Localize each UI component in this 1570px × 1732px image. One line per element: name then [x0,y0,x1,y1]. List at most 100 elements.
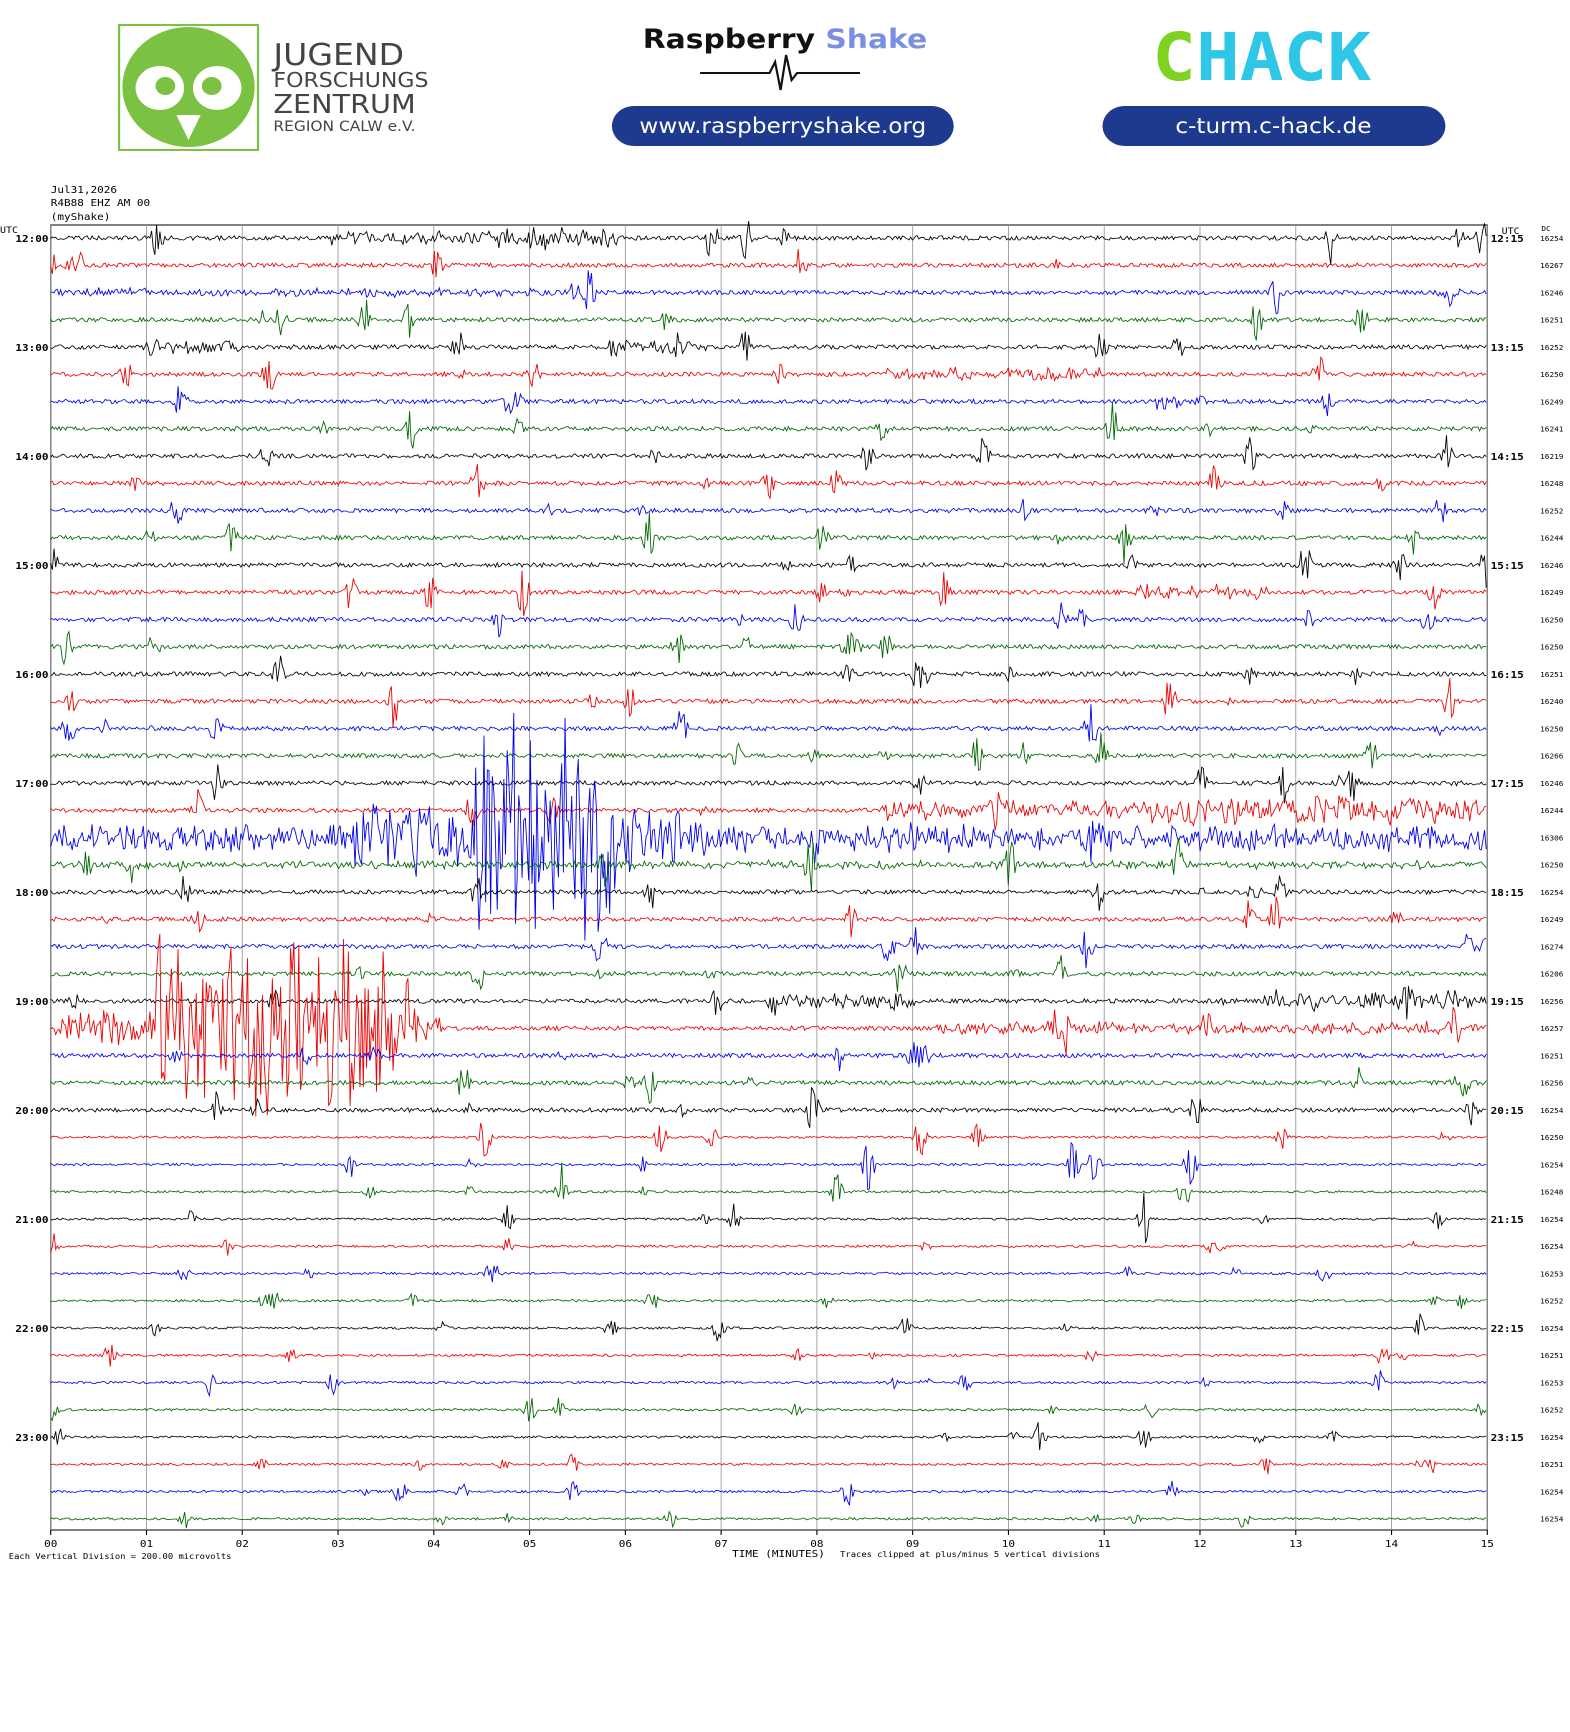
dc-value: 16248 [1540,480,1563,489]
logo-text: REGION CALW e.V. [273,119,415,135]
hour-label: 15:00 [15,560,48,571]
seismic-trace [50,678,1487,728]
hour-label: 20:00 [15,1105,48,1116]
url-pill[interactable] [611,106,954,146]
hour-label: 12:15 [1491,233,1524,244]
brand: Raspberry Shake [643,23,927,54]
dc-header: DC [1541,224,1550,233]
dc-value: 16254 [1540,1433,1564,1442]
seismic-trace [50,299,1487,341]
seismic-trace [50,498,1487,524]
hour-label: 21:00 [15,1214,48,1225]
dc-value: 16254 [1540,1215,1564,1224]
seismic-trace [50,463,1487,499]
dc-value: 16244 [1540,807,1564,816]
dc-value: 16250 [1540,725,1563,734]
clip-note: Traces clipped at plus/minus 5 vertical … [840,1549,1100,1559]
seismic-trace [50,896,1487,938]
dc-value: 16246 [1540,779,1563,788]
url[interactable]: www.raspberryshake.org [639,114,926,139]
dc-value: 16251 [1540,316,1563,325]
seismic-trace [50,1292,1487,1309]
seismic-trace [50,1122,1487,1157]
x-tick-label: 15 [1481,1538,1494,1549]
logo-text: ZENTRUM [273,90,415,119]
seismic-trace [50,1067,1487,1105]
dc-value: 16252 [1540,1297,1563,1306]
dc-value: 16254 [1540,1161,1564,1170]
seismic-trace [50,1162,1487,1203]
dc-value: 16249 [1540,398,1563,407]
hour-label: 13:15 [1491,342,1524,353]
date: Jul31,2026 [51,184,117,195]
dc-value: 16251 [1540,1461,1563,1470]
seismic-trace [50,732,1487,771]
hour-label: 22:15 [1491,1323,1524,1334]
brand-raspberry: Raspberry [643,23,815,54]
jfz-logo [117,24,260,151]
brand-shake: Shake [825,23,927,54]
url-pill[interactable] [1102,106,1446,146]
hour-label: 16:15 [1491,669,1524,680]
seismic-trace [50,1480,1487,1506]
dc-value: 16267 [1540,262,1563,271]
seismic-trace [50,220,1487,265]
utc-label: UTC [0,225,18,235]
url[interactable]: c-turm.c-hack.de [1175,114,1371,139]
hour-label: 23:00 [15,1432,48,1443]
hour-label: 17:00 [15,778,48,789]
scale-note: Each Vertical Division = 200.00 microvol… [9,1551,232,1561]
seismic-trace [50,1510,1487,1529]
dc-value: 16251 [1540,1052,1563,1061]
seismic-trace [50,1233,1487,1256]
dc-value: 16254 [1540,1106,1564,1115]
seismic-trace [50,1141,1487,1191]
seismic-trace [50,704,1487,742]
seismic-trace [50,1192,1487,1244]
x-tick-label: 03 [331,1538,344,1549]
hour-label: 20:15 [1491,1105,1524,1116]
hour-label: 23:15 [1491,1432,1524,1443]
dc-value: 16254 [1540,1488,1564,1497]
hour-label: 18:15 [1491,887,1524,898]
dc-value: 16250 [1540,643,1563,652]
dc-value: 16251 [1540,670,1563,679]
x-tick-label: 04 [427,1538,440,1549]
seismic-trace [50,602,1487,638]
dc-value: 16249 [1540,916,1563,925]
seismic-trace [50,355,1487,390]
x-tick-label: 00 [44,1538,57,1549]
dc-value: 16219 [1540,452,1563,461]
dc-value: 16266 [1540,752,1563,761]
dc-value: 16206 [1540,970,1563,979]
traces [50,220,1487,1529]
hour-label: 15:15 [1491,560,1524,571]
logo-text: FORSCHUNGS [273,68,428,92]
station: R4B88 EHZ AM 00 [51,197,150,208]
seismic-trace [50,1042,1487,1072]
hour-label: 12:00 [15,233,48,244]
dc-value: 16254 [1540,234,1564,243]
seismic-trace [50,1313,1487,1342]
hour-label: 18:00 [15,887,48,898]
x-tick-label: 14 [1385,1538,1398,1549]
brand-wave [700,54,860,91]
x-tick-label: 09 [906,1538,919,1549]
x-tick-label: 10 [1002,1538,1015,1549]
hour-label: 21:15 [1491,1214,1524,1225]
x-tick-label: 12 [1193,1538,1206,1549]
dc-value: 16257 [1540,1025,1563,1034]
seismic-trace [50,248,1487,278]
dc-value: 16256 [1540,997,1563,1006]
x-tick-label: 07 [714,1538,727,1549]
dc-value: 16244 [1540,534,1564,543]
hour-label: 14:15 [1491,451,1524,462]
seismic-trace [50,435,1487,471]
x-axis-title: TIME (MINUTES) [732,1548,825,1559]
seismic-trace [50,1265,1487,1283]
dc-value: 16250 [1540,616,1563,625]
hour-label: 13:00 [15,342,48,353]
seismic-trace [50,512,1487,565]
dc-value: 16246 [1540,561,1563,570]
